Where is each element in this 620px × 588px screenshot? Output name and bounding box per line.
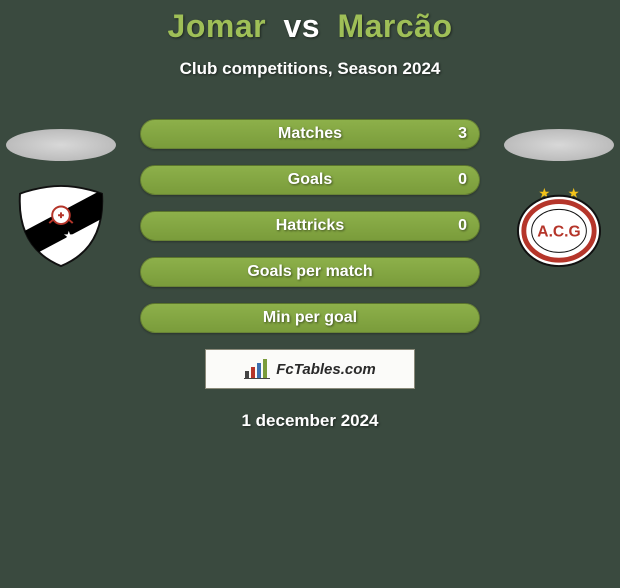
comparison-stage: A.C.G Matches 3 Goals 0 Hattricks 0 Goal… bbox=[0, 119, 620, 431]
player1-name: Jomar bbox=[168, 8, 267, 44]
club-badge-right: A.C.G bbox=[510, 184, 608, 268]
stat-row-goals: Goals 0 bbox=[140, 165, 480, 195]
brand-text: FcTables.com bbox=[276, 361, 375, 378]
stat-right-value: 0 bbox=[458, 217, 467, 235]
page-title: Jomar vs Marcão bbox=[0, 8, 620, 45]
stat-row-goals-per-match: Goals per match bbox=[140, 257, 480, 287]
stat-label: Goals per match bbox=[247, 263, 372, 281]
stat-label: Goals bbox=[288, 171, 332, 189]
date-text: 1 december 2024 bbox=[0, 411, 620, 431]
stat-row-min-per-goal: Min per goal bbox=[140, 303, 480, 333]
stat-label: Matches bbox=[278, 125, 342, 143]
player1-photo-placeholder bbox=[6, 129, 116, 161]
club-badge-left bbox=[12, 184, 110, 268]
vs-text: vs bbox=[283, 8, 320, 44]
stat-right-value: 3 bbox=[458, 125, 467, 143]
stat-label: Min per goal bbox=[263, 309, 357, 327]
stat-pills: Matches 3 Goals 0 Hattricks 0 Goals per … bbox=[140, 119, 480, 333]
player2-name: Marcão bbox=[337, 8, 452, 44]
subtitle: Club competitions, Season 2024 bbox=[0, 59, 620, 79]
stat-row-matches: Matches 3 bbox=[140, 119, 480, 149]
stat-label: Hattricks bbox=[276, 217, 344, 235]
bar-chart-icon bbox=[244, 359, 270, 379]
brand-box: FcTables.com bbox=[205, 349, 415, 389]
stat-right-value: 0 bbox=[458, 171, 467, 189]
stat-row-hattricks: Hattricks 0 bbox=[140, 211, 480, 241]
player2-photo-placeholder bbox=[504, 129, 614, 161]
badge-right-text: A.C.G bbox=[537, 224, 580, 241]
